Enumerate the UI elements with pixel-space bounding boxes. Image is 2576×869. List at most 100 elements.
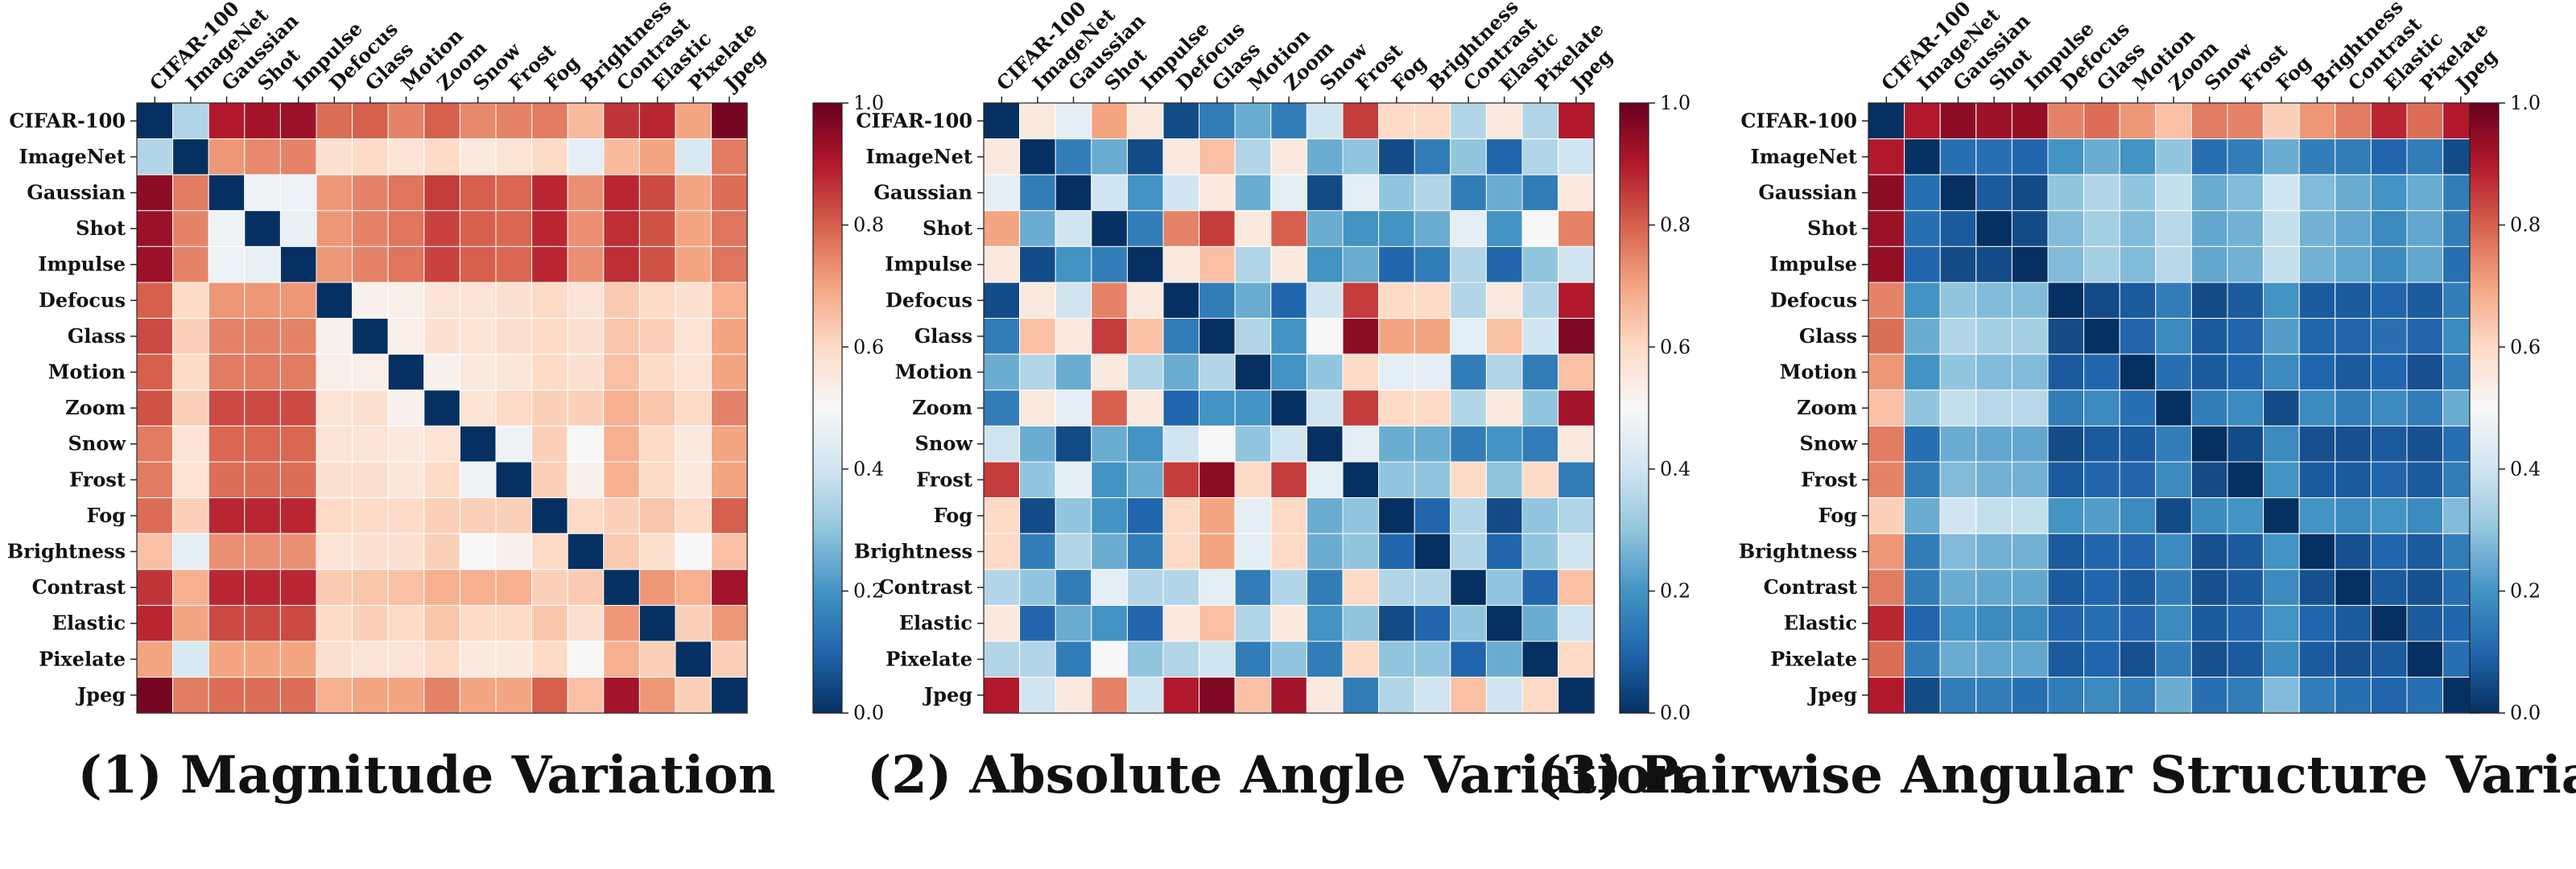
heatmap-cell [638,389,676,426]
heatmap-cell [1450,282,1487,319]
heatmap-cell [387,210,425,247]
heatmap-cell [2406,174,2444,212]
heatmap-cell [2263,174,2300,212]
heatmap-cell [352,425,389,463]
heatmap-cell [1126,640,1164,678]
heatmap-cell [352,533,389,570]
heatmap-cell [2083,174,2120,212]
heatmap-cell [172,425,209,463]
heatmap-cell [983,497,1021,534]
y-tick-label: Defocus [39,288,126,311]
heatmap-cell [2011,640,2049,678]
heatmap-cell [1558,677,1595,714]
heatmap-cell [2263,533,2300,570]
heatmap-cell [1521,102,1559,140]
heatmap-cell [1019,318,1056,355]
colorbar [812,102,843,714]
heatmap-cell [1342,210,1380,247]
heatmap-cell [1558,102,1595,140]
heatmap-cell [2047,353,2085,391]
heatmap-cell [387,102,425,140]
y-tick-label: Impulse [1769,253,1857,276]
heatmap-cell [567,102,605,140]
heatmap-cell [1126,318,1164,355]
heatmap-cell [1055,461,1092,499]
heatmap-cell [1450,138,1487,175]
heatmap-cell [1126,569,1164,606]
heatmap-cell [316,210,353,247]
heatmap-cell [603,569,640,606]
heatmap-cell [2083,245,2120,283]
heatmap-cell [1162,282,1200,319]
heatmap-cell [1270,245,1307,283]
heatmap-cell [1450,569,1487,606]
heatmap-cell [2370,640,2408,678]
heatmap-cell [2406,318,2444,355]
heatmap-cell [711,210,748,247]
heatmap-cell [2227,677,2264,714]
heatmap-cell [279,497,317,534]
heatmap-cell [1378,174,1415,212]
heatmap-cell [2406,210,2444,247]
heatmap-cell [1378,353,1415,391]
heatmap-cell [2119,569,2157,606]
heatmap-cell [2334,677,2372,714]
heatmap-cell [1414,604,1451,642]
heatmap-cell [1019,533,1056,570]
heatmap-cell [1019,461,1056,499]
heatmap-cell [387,497,425,534]
heatmap-cell [1162,533,1200,570]
heatmap-cell [423,569,460,606]
heatmap-cell [1162,389,1200,426]
heatmap-cell [1450,210,1487,247]
heatmap-cell [1162,497,1200,534]
heatmap-cell [172,174,209,212]
y-tick-label: CIFAR-100 [9,109,126,132]
heatmap-cell [1019,102,1056,140]
heatmap-cell [459,461,497,499]
heatmap-cell [1091,461,1128,499]
heatmap-cell [1378,640,1415,678]
heatmap-cell [1019,282,1056,319]
colorbar-tick-label: 0.6 [1660,336,1690,358]
heatmap-cell [1055,533,1092,570]
heatmap-cell [495,174,533,212]
y-tick-label: Snow [68,432,127,455]
heatmap-cell [1975,138,2013,175]
heatmap-cell [603,640,640,678]
heatmap-cell [1055,174,1092,212]
heatmap-cell [1270,210,1307,247]
heatmap-cell [2263,497,2300,534]
y-tick-label: Pixelate [886,647,972,670]
heatmap-cell [2334,604,2372,642]
heatmap-cell [1868,102,1905,140]
heatmap-cell [1378,569,1415,606]
heatmap-cell [638,102,676,140]
heatmap-cell [2119,604,2157,642]
heatmap-cell [1485,210,1523,247]
heatmap-cell [1414,353,1451,391]
heatmap-cell [1019,210,1056,247]
heatmap-cell [352,245,389,283]
heatmap-cell [495,138,533,175]
heatmap-cell [2263,604,2300,642]
heatmap-cell [1199,245,1236,283]
heatmap-cell [387,353,425,391]
heatmap-cell [2011,174,2049,212]
heatmap-cell [2406,353,2444,391]
heatmap-cell [1162,210,1200,247]
heatmap-cell [1199,569,1236,606]
heatmap-cell [1485,640,1523,678]
heatmap-cell [1055,245,1092,283]
heatmap-cell [1342,533,1380,570]
heatmap-panel-1: CIFAR-100 ImageNet Gaussian Shot Impulse Defo… [7,0,884,805]
heatmap-cell [983,677,1021,714]
heatmap-cell [1450,174,1487,212]
heatmap-cell [1975,174,2013,212]
heatmap-cell [2011,425,2049,463]
heatmap-cell [1019,389,1056,426]
heatmap-cell [2190,138,2228,175]
y-tick-label: ImageNet [865,145,972,168]
heatmap-cell [983,425,1021,463]
heatmap-cell [2119,533,2157,570]
